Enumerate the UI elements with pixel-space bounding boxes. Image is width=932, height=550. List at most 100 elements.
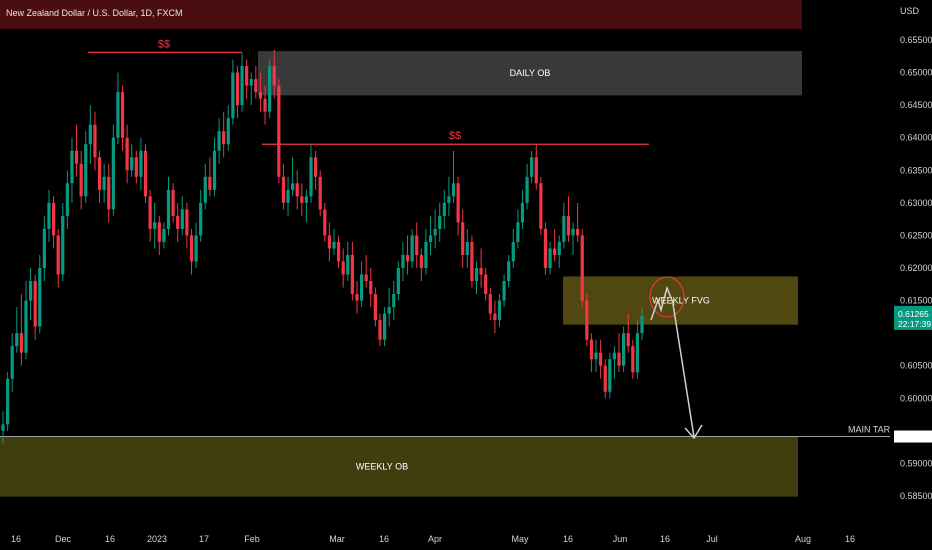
- x-tick-label: 16: [11, 534, 21, 544]
- candle-body: [323, 209, 327, 236]
- candle-body: [382, 313, 387, 340]
- candle-body: [277, 85, 281, 177]
- candle-body: [42, 228, 46, 268]
- candle-body: [74, 150, 79, 164]
- title-bar: [0, 0, 802, 29]
- candle-body: [134, 157, 138, 177]
- time-axis[interactable]: [0, 530, 890, 550]
- candle-body: [576, 228, 580, 236]
- candle-body: [530, 157, 534, 177]
- candle-body: [488, 294, 492, 314]
- candle-body: [84, 144, 88, 197]
- countdown-value: 22:17:39: [898, 319, 931, 329]
- candle-body: [157, 222, 161, 242]
- x-tick-label: Feb: [244, 534, 260, 544]
- candle-body: [626, 333, 630, 347]
- candle-body: [313, 157, 318, 177]
- zone-daily-ob: [258, 51, 802, 96]
- candle-body: [97, 157, 102, 190]
- y-tick-label: 0.64000: [900, 133, 932, 143]
- candle-body: [162, 228, 166, 242]
- candle-body: [240, 66, 244, 106]
- candle-body: [336, 241, 341, 262]
- y-tick-label: 0.62500: [900, 230, 932, 240]
- y-tick-label: 0.60500: [900, 361, 932, 371]
- candle-body: [589, 339, 594, 360]
- annotation-layer: [649, 276, 703, 440]
- x-tick-label: 16: [563, 534, 573, 544]
- candle-body: [346, 254, 350, 275]
- candle-body: [543, 228, 548, 268]
- candle-body: [130, 157, 134, 171]
- zone-weekly-ob: [0, 436, 798, 497]
- chart-title: New Zealand Dollar / U.S. Dollar, 1D, FX…: [6, 8, 183, 18]
- candle-body: [378, 320, 382, 340]
- candle-body: [93, 124, 97, 158]
- candle-body: [539, 183, 543, 229]
- projection-arrow: [672, 303, 695, 438]
- candle-body: [116, 92, 120, 138]
- liquidity-label: $$: [449, 130, 461, 142]
- candle-body: [185, 209, 189, 236]
- candle-body: [222, 131, 226, 145]
- candle-body: [438, 215, 442, 229]
- candle-body: [148, 196, 152, 229]
- main-target-badge: [894, 430, 932, 443]
- candle-body: [456, 183, 460, 223]
- candles-layer: [1, 49, 644, 444]
- candle-body: [442, 202, 446, 216]
- candle-body: [15, 333, 19, 347]
- y-tick-label: 0.65500: [900, 35, 932, 45]
- candle-body: [332, 241, 336, 249]
- candle-body: [461, 222, 465, 255]
- candle-body: [580, 235, 584, 301]
- candle-body: [180, 209, 184, 229]
- zone-label: WEEKLY OB: [356, 462, 408, 472]
- x-tick-label: Dec: [55, 534, 72, 544]
- candle-body: [419, 254, 423, 268]
- candle-body: [387, 307, 391, 314]
- candle-body: [465, 241, 469, 255]
- y-tick-label: 0.64500: [900, 100, 932, 110]
- candle-body: [194, 235, 198, 262]
- candle-body: [107, 176, 111, 210]
- candle-body: [281, 176, 286, 203]
- candle-body: [61, 215, 65, 275]
- candle-body: [585, 300, 589, 340]
- candle-body: [350, 254, 354, 295]
- candle-body: [553, 248, 557, 255]
- candle-body: [166, 189, 171, 229]
- candle-body: [189, 235, 194, 262]
- x-tick-label: May: [511, 534, 529, 544]
- candle-body: [493, 313, 497, 321]
- candle-body: [571, 228, 575, 236]
- current-price-badge: [894, 305, 932, 330]
- candle-body: [5, 378, 10, 425]
- candle-body: [226, 118, 230, 145]
- x-tick-label: Jul: [706, 534, 718, 544]
- candle-body: [176, 215, 180, 229]
- y-tick-label: 0.65000: [900, 68, 932, 78]
- candle-body: [212, 150, 217, 190]
- price-axis[interactable]: [890, 0, 932, 550]
- x-tick-label: 2023: [147, 534, 167, 544]
- candle-body: [502, 281, 506, 301]
- candle-body: [208, 176, 212, 190]
- candle-body: [295, 183, 299, 197]
- candle-body: [33, 281, 37, 327]
- candle-body: [364, 274, 368, 282]
- candle-body: [38, 268, 42, 327]
- y-tick-label: 0.63000: [900, 198, 932, 208]
- x-tick-label: Aug: [795, 534, 811, 544]
- candle-body: [557, 241, 561, 255]
- main-target-label: MAIN TARGET: [848, 425, 909, 435]
- candle-body: [88, 124, 92, 145]
- candle-body: [631, 346, 635, 373]
- candle-body: [484, 274, 488, 295]
- candle-body: [369, 281, 373, 295]
- candle-body: [566, 215, 571, 236]
- y-tick-label: 0.61500: [900, 296, 932, 306]
- candle-body: [235, 72, 240, 106]
